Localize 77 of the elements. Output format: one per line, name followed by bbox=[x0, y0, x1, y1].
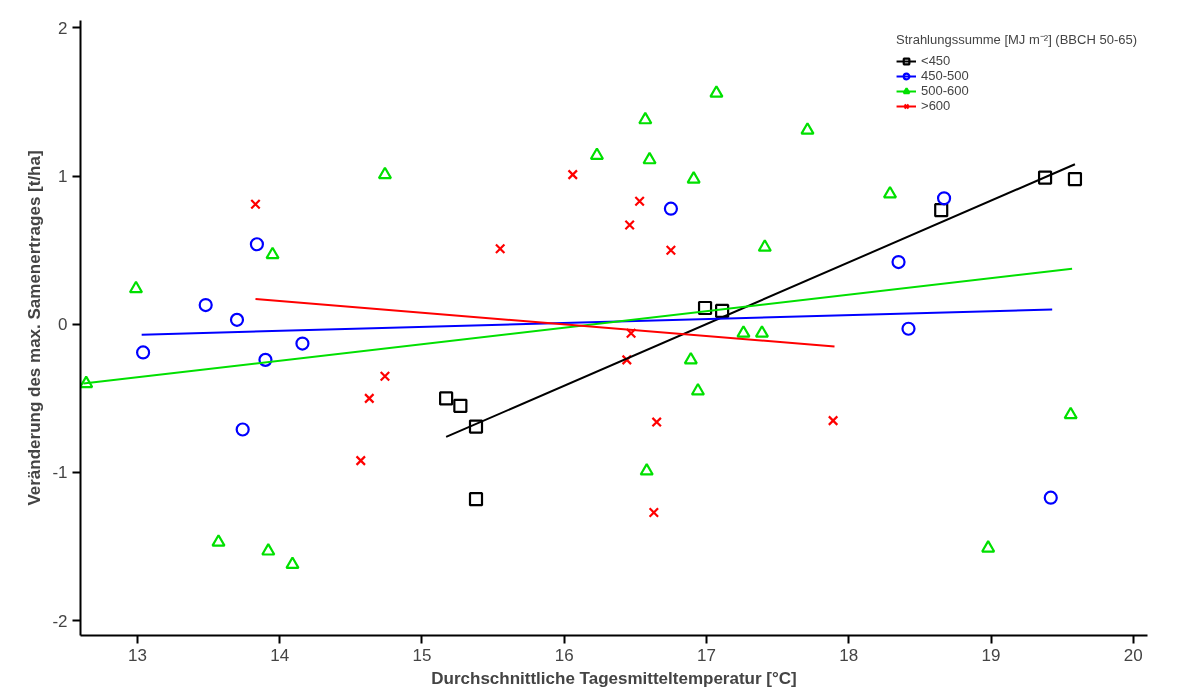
point bbox=[295, 336, 310, 351]
y-tick-label: -2 bbox=[52, 611, 68, 631]
point bbox=[683, 351, 698, 365]
point bbox=[379, 370, 391, 382]
legend-label: 450-500 bbox=[921, 68, 969, 83]
y-tick-label: 2 bbox=[58, 18, 68, 38]
point bbox=[136, 345, 151, 360]
x-tick-label: 17 bbox=[697, 645, 716, 665]
point bbox=[827, 415, 839, 426]
y-tick-label: 0 bbox=[58, 315, 68, 335]
point bbox=[709, 85, 724, 98]
point bbox=[363, 393, 375, 404]
point bbox=[665, 244, 677, 256]
point bbox=[229, 312, 245, 327]
point bbox=[625, 327, 637, 339]
point bbox=[80, 375, 94, 389]
y-tick-label: -1 bbox=[52, 463, 68, 483]
point bbox=[624, 219, 635, 231]
point bbox=[468, 419, 484, 434]
point bbox=[567, 169, 579, 180]
point bbox=[621, 354, 633, 366]
point bbox=[981, 540, 996, 553]
point bbox=[589, 147, 605, 160]
x-axis-title: Durchschnittliche Tagesmitteltemperatur [°C] bbox=[431, 668, 797, 688]
point bbox=[638, 111, 653, 125]
point bbox=[453, 398, 468, 413]
point bbox=[1067, 171, 1083, 187]
point bbox=[663, 201, 679, 216]
point bbox=[1037, 170, 1053, 185]
legend-label: <450 bbox=[921, 53, 951, 68]
point bbox=[882, 185, 898, 199]
point bbox=[494, 243, 506, 255]
point bbox=[754, 325, 770, 338]
point bbox=[686, 171, 701, 184]
point bbox=[439, 391, 454, 406]
point bbox=[690, 382, 706, 396]
point bbox=[634, 195, 645, 207]
point bbox=[891, 254, 906, 270]
point bbox=[211, 534, 226, 547]
x-tick-label: 16 bbox=[554, 645, 574, 665]
point bbox=[128, 280, 144, 294]
x-tick-label: 19 bbox=[981, 645, 1001, 665]
point bbox=[198, 297, 213, 313]
point bbox=[377, 166, 393, 180]
x-tick-label: 15 bbox=[412, 645, 432, 665]
point bbox=[468, 492, 484, 507]
point bbox=[736, 325, 751, 338]
point bbox=[1043, 490, 1058, 505]
point bbox=[642, 151, 657, 165]
point bbox=[285, 556, 300, 569]
x-tick-label: 14 bbox=[270, 645, 290, 665]
point bbox=[1063, 406, 1078, 420]
point bbox=[235, 422, 250, 437]
point bbox=[800, 122, 815, 135]
y-tick-label: 1 bbox=[58, 167, 68, 187]
point bbox=[249, 237, 265, 252]
point bbox=[639, 462, 654, 476]
point bbox=[901, 321, 916, 336]
legend-title: Strahlungssumme [MJ m⁻²] (BBCH 50-65) bbox=[896, 31, 1137, 48]
point bbox=[934, 203, 949, 218]
point bbox=[936, 191, 952, 206]
x-tick-label: 13 bbox=[127, 645, 147, 665]
point bbox=[355, 455, 367, 466]
point bbox=[757, 239, 772, 252]
point bbox=[250, 198, 261, 210]
legend-label: >600 bbox=[921, 98, 951, 113]
point bbox=[261, 543, 276, 556]
legend-label: 500-600 bbox=[921, 83, 969, 98]
x-tick-label: 20 bbox=[1123, 645, 1143, 665]
point bbox=[648, 507, 660, 518]
point bbox=[715, 303, 730, 319]
point bbox=[697, 300, 713, 316]
point bbox=[265, 246, 280, 260]
x-tick-label: 18 bbox=[839, 645, 859, 665]
point bbox=[651, 416, 663, 428]
y-axis-title: Veränderung des max. Samenertrages [t/ha] bbox=[25, 150, 45, 506]
point bbox=[258, 352, 273, 367]
